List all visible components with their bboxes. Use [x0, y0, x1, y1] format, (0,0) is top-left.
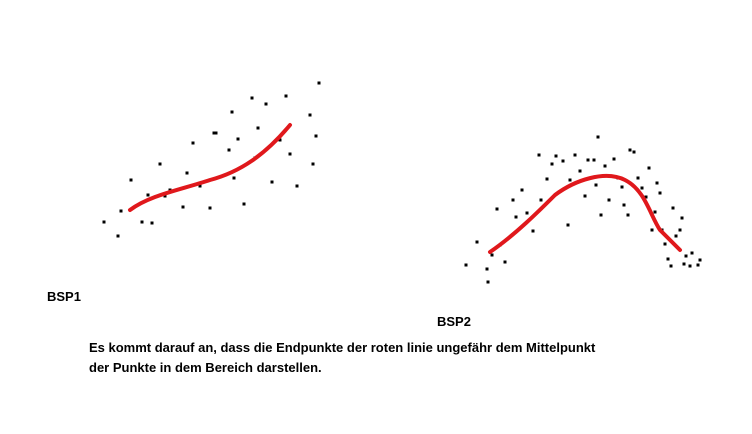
dot	[666, 257, 670, 261]
dot	[311, 162, 315, 166]
dot	[181, 205, 185, 209]
dot	[599, 213, 603, 217]
dot	[129, 178, 133, 182]
dot	[288, 152, 292, 156]
dot	[622, 203, 626, 207]
label-bsp1: BSP1	[47, 289, 81, 304]
dot	[230, 110, 234, 114]
dot	[669, 264, 673, 268]
dot	[116, 234, 120, 238]
dot	[655, 181, 659, 185]
dot	[696, 263, 700, 267]
dot	[596, 135, 600, 139]
dot	[264, 102, 268, 106]
dot	[150, 221, 154, 225]
dot	[185, 171, 189, 175]
dot	[592, 158, 596, 162]
dot	[550, 162, 554, 166]
dot	[566, 223, 570, 227]
dot	[653, 210, 657, 214]
caption-line: der Punkte in dem Bereich darstellen.	[89, 360, 322, 375]
dot	[514, 215, 518, 219]
dot	[545, 177, 549, 181]
dot	[539, 198, 543, 202]
red-curve-bsp1	[128, 123, 292, 212]
dot	[636, 176, 640, 180]
dot	[163, 194, 167, 198]
dot	[620, 185, 624, 189]
dot	[650, 228, 654, 232]
dot	[486, 280, 490, 284]
dot	[632, 150, 636, 154]
dot	[688, 264, 692, 268]
dot	[158, 162, 162, 166]
dot	[626, 213, 630, 217]
dot	[680, 216, 684, 220]
dot	[684, 254, 688, 258]
dot	[628, 148, 632, 152]
dot	[586, 158, 590, 162]
dot	[242, 202, 246, 206]
dot	[250, 96, 254, 100]
dot	[284, 94, 288, 98]
dot	[278, 138, 282, 142]
dot	[191, 141, 195, 145]
caption-line: Es kommt darauf an, dass die Endpunkte d…	[89, 340, 596, 355]
dot	[674, 234, 678, 238]
dot	[647, 166, 651, 170]
dot	[525, 211, 529, 215]
dot	[663, 242, 667, 246]
dot	[485, 267, 489, 271]
dot	[490, 253, 494, 257]
dot	[308, 113, 312, 117]
dot	[644, 195, 648, 199]
label-bsp2: BSP2	[437, 314, 471, 329]
dot	[208, 206, 212, 210]
dot	[537, 153, 541, 157]
dot	[607, 198, 611, 202]
dot	[573, 153, 577, 157]
dot	[102, 220, 106, 224]
dot	[214, 131, 218, 135]
dot	[511, 198, 515, 202]
dot	[578, 169, 582, 173]
dot	[475, 240, 479, 244]
dot	[256, 126, 260, 130]
dot	[682, 262, 686, 266]
dot	[561, 159, 565, 163]
dot	[198, 184, 202, 188]
dot	[119, 209, 123, 213]
dot	[317, 81, 321, 85]
dot	[554, 154, 558, 158]
dot	[236, 137, 240, 141]
dot	[212, 131, 216, 135]
dot	[495, 207, 499, 211]
dot	[464, 263, 468, 267]
dot	[583, 194, 587, 198]
dot	[314, 134, 318, 138]
dot	[503, 260, 507, 264]
dot	[658, 191, 662, 195]
dot	[612, 157, 616, 161]
red-curve-bsp2	[488, 174, 682, 254]
dot	[146, 193, 150, 197]
dot	[270, 180, 274, 184]
dot	[568, 178, 572, 182]
dot	[232, 176, 236, 180]
dot	[295, 184, 299, 188]
dot	[531, 229, 535, 233]
dot	[594, 183, 598, 187]
dot	[698, 258, 702, 262]
dot	[227, 148, 231, 152]
dot	[640, 186, 644, 190]
dot	[603, 164, 607, 168]
dot	[690, 251, 694, 255]
dot	[140, 220, 144, 224]
dot	[678, 228, 682, 232]
dot	[671, 206, 675, 210]
dot	[520, 188, 524, 192]
